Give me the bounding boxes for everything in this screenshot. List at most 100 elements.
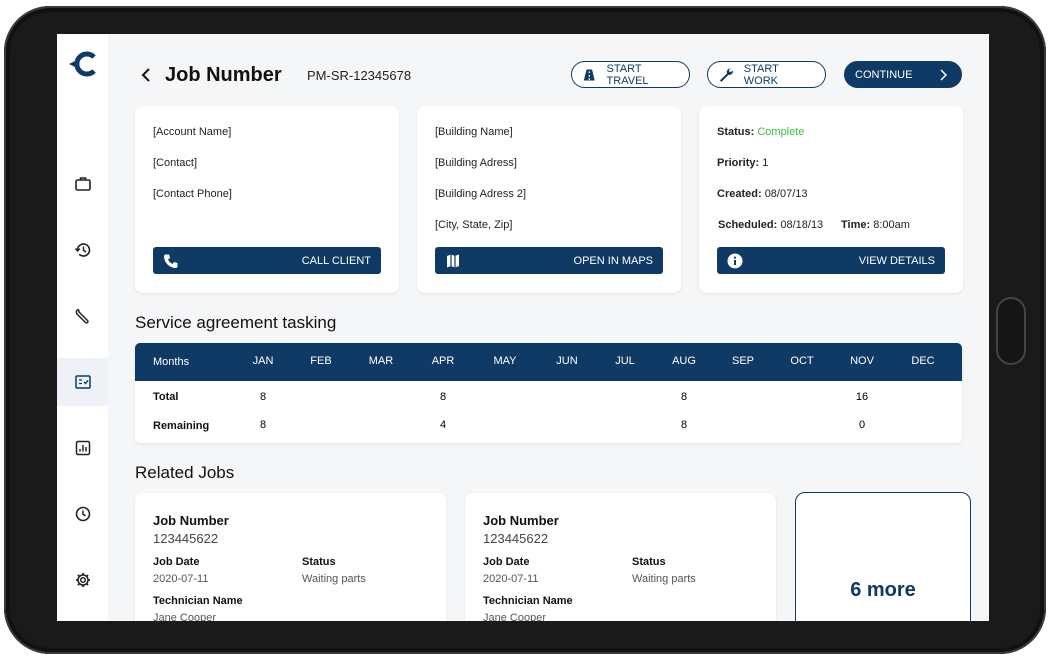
more-jobs-card[interactable]: 6 more bbox=[795, 492, 971, 621]
job-id: PM-SR-12345678 bbox=[307, 68, 412, 83]
account-name: [Account Name] bbox=[153, 126, 232, 138]
call-client-label: CALL CLIENT bbox=[301, 254, 371, 267]
more-jobs-label: 6 more bbox=[850, 578, 916, 601]
start-travel-label: START TRAVEL bbox=[606, 62, 649, 87]
building-name: [Building Name] bbox=[435, 126, 513, 138]
job-status-label: Status bbox=[632, 556, 666, 568]
created-line: Created: 08/07/13 bbox=[717, 188, 808, 200]
table-cell: 4 bbox=[439, 419, 447, 431]
table-cell: 16 bbox=[855, 391, 869, 403]
job-number-value: 123445622 bbox=[483, 531, 549, 546]
phone-icon bbox=[164, 254, 178, 268]
clock-icon bbox=[75, 506, 90, 522]
start-travel-button[interactable]: START TRAVEL bbox=[571, 61, 690, 88]
related-job-card[interactable]: Job Number 123445622 Job Date 2020-07-11… bbox=[135, 493, 446, 621]
status-label: Status: bbox=[717, 126, 755, 138]
wrench-icon bbox=[75, 308, 89, 324]
building-address: [Building Adress] bbox=[435, 157, 517, 169]
history-icon bbox=[74, 243, 90, 257]
time-label: Time: bbox=[841, 219, 871, 231]
technician-value: Jane Cooper bbox=[153, 612, 216, 621]
view-details-label: VIEW DETAILS bbox=[858, 254, 935, 267]
sidebar-item-schedule[interactable] bbox=[57, 490, 108, 538]
map-icon bbox=[447, 254, 459, 267]
status-value: Complete bbox=[757, 126, 805, 138]
technician-label: Technician Name bbox=[483, 595, 573, 607]
month-header: AUG bbox=[672, 355, 696, 367]
month-header: OCT bbox=[790, 355, 814, 367]
briefcase-icon bbox=[74, 177, 91, 191]
back-chevron-icon[interactable] bbox=[139, 66, 153, 84]
created-label: Created: bbox=[717, 188, 762, 200]
sidebar-item-tools[interactable] bbox=[57, 292, 108, 340]
sidebar-item-reports[interactable] bbox=[57, 424, 108, 472]
month-header: APR bbox=[431, 355, 455, 367]
open-in-maps-button[interactable]: OPEN IN MAPS bbox=[435, 247, 663, 274]
building-card: [Building Name] [Building Adress] [Build… bbox=[417, 106, 681, 293]
technician-label: Technician Name bbox=[153, 595, 243, 607]
tasking-table: Months JAN FEB MAR APR MAY JUN JUL AUG S… bbox=[135, 343, 962, 443]
status-card: Status: Complete Priority: 1 Created: 08… bbox=[699, 106, 963, 293]
job-status-value: Waiting parts bbox=[632, 573, 696, 585]
created-value: 08/07/13 bbox=[764, 188, 808, 200]
tasking-table-header: Months JAN FEB MAR APR MAY JUN JUL AUG S… bbox=[135, 343, 962, 381]
priority-line: Priority: 1 bbox=[717, 157, 768, 169]
view-details-button[interactable]: VIEW DETAILS bbox=[717, 247, 945, 274]
priority-value: 1 bbox=[762, 157, 769, 169]
table-cell: 8 bbox=[680, 391, 688, 403]
month-header: FEB bbox=[310, 355, 332, 367]
report-icon bbox=[75, 440, 90, 456]
sidebar-item-history[interactable] bbox=[57, 226, 108, 274]
row-label-remaining: Remaining bbox=[153, 420, 210, 432]
month-header: MAR bbox=[368, 355, 394, 367]
table-cell: 8 bbox=[439, 391, 447, 403]
table-cell: 8 bbox=[680, 419, 688, 431]
start-work-label: START WORK bbox=[743, 62, 779, 87]
month-header: NOV bbox=[850, 355, 874, 367]
month-header: JUN bbox=[556, 355, 578, 367]
road-icon bbox=[583, 69, 595, 80]
month-header: SEP bbox=[731, 355, 755, 367]
row-label-total: Total bbox=[153, 391, 179, 403]
continue-button[interactable]: CONTINUE bbox=[844, 61, 962, 88]
sidebar-item-settings[interactable] bbox=[57, 556, 108, 604]
app-screen: Job Number PM-SR-12345678 START TRAVEL S… bbox=[57, 34, 989, 621]
checklist-icon bbox=[74, 375, 91, 389]
open-in-maps-label: OPEN IN MAPS bbox=[573, 254, 653, 267]
job-number-label: Job Number bbox=[483, 513, 559, 528]
account-contact-phone: [Contact Phone] bbox=[153, 188, 232, 200]
building-address-2: [Building Adress 2] bbox=[435, 188, 527, 200]
start-work-button[interactable]: START WORK bbox=[707, 61, 826, 88]
account-contact: [Contact] bbox=[153, 157, 198, 169]
sidebar-item-tasks[interactable] bbox=[57, 358, 108, 406]
sidebar-item-jobs[interactable] bbox=[57, 160, 108, 208]
wrench-icon bbox=[719, 68, 733, 82]
tasking-section-title: Service agreement tasking bbox=[135, 313, 337, 332]
technician-value: Jane Cooper bbox=[483, 612, 546, 621]
building-city-state-zip: [City, State, Zip] bbox=[435, 219, 513, 231]
table-cell: 0 bbox=[858, 419, 866, 431]
job-date-value: 2020-07-11 bbox=[483, 573, 539, 585]
app-logo-icon[interactable] bbox=[67, 48, 99, 80]
job-date-label: Job Date bbox=[153, 556, 200, 568]
job-status-value: Waiting parts bbox=[302, 573, 366, 585]
continue-label: CONTINUE bbox=[855, 68, 913, 81]
tablet-home-button bbox=[996, 297, 1026, 365]
month-header: JUL bbox=[615, 355, 635, 367]
months-header-label: Months bbox=[153, 356, 190, 368]
table-cell: 8 bbox=[259, 391, 267, 403]
priority-label: Priority: bbox=[717, 157, 760, 169]
related-job-card[interactable]: Job Number 123445622 Job Date 2020-07-11… bbox=[465, 493, 776, 621]
month-header: MAY bbox=[493, 355, 517, 367]
related-jobs-title: Related Jobs bbox=[135, 463, 235, 482]
job-status-label: Status bbox=[302, 556, 336, 568]
gear-icon bbox=[75, 573, 90, 587]
scheduled-line: Scheduled: 08/18/13 bbox=[718, 219, 823, 231]
scheduled-label: Scheduled: bbox=[718, 219, 778, 231]
info-icon bbox=[727, 253, 743, 268]
time-line: Time: 8:00am bbox=[841, 219, 910, 231]
status-line: Status: Complete bbox=[717, 126, 804, 138]
call-client-button[interactable]: CALL CLIENT bbox=[153, 247, 381, 274]
table-cell: 8 bbox=[259, 419, 267, 431]
account-card: [Account Name] [Contact] [Contact Phone]… bbox=[135, 106, 399, 293]
